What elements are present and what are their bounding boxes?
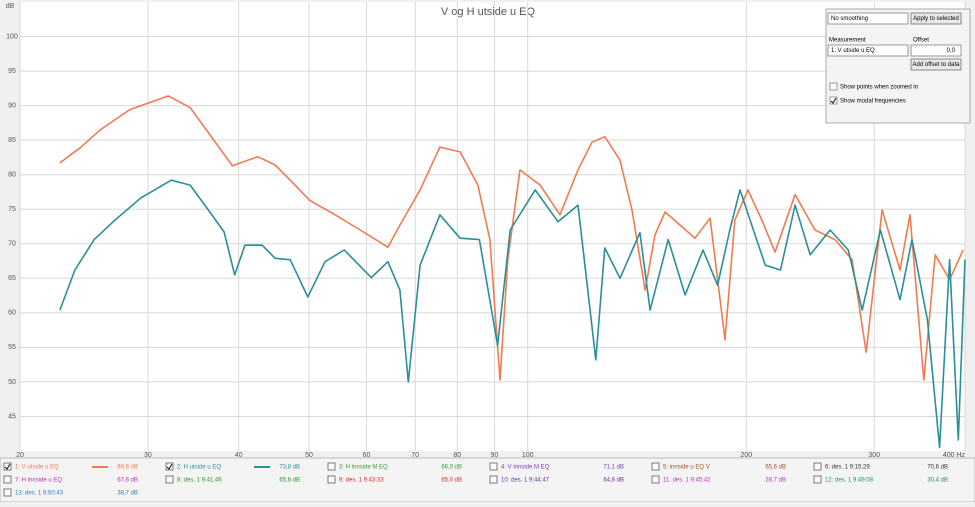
- legend-check: [166, 463, 173, 470]
- legend-readout: 30,4 dB: [927, 478, 948, 484]
- legend-name: 3: H innside M EQ: [339, 465, 388, 471]
- x-tick-label: 200: [741, 452, 753, 459]
- legend-check: [4, 463, 11, 470]
- legend-checkbox[interactable]: [813, 462, 822, 471]
- y-tick-label: 90: [8, 102, 16, 109]
- legend-readout: 65,6 dB: [765, 465, 786, 471]
- y-tick-label: 65: [8, 275, 16, 282]
- checkbox-check: [830, 97, 837, 104]
- legend-panel: [0, 457, 975, 503]
- x-tick-label: 100: [522, 452, 534, 459]
- show-points-checkbox[interactable]: [829, 82, 838, 91]
- grid: 45 50 55 60 65 70 75 80 85 90 95 100 20 30 40 50 60 70 80 9…: [6, 2, 966, 459]
- legend-readout: 70,6 dB: [927, 465, 948, 471]
- y-tick-label: 50: [8, 379, 16, 386]
- legend-name: 6: des. 1 9:15:29: [825, 465, 870, 471]
- legend-name: 13: des. 1 9:50:43: [15, 491, 64, 497]
- show-modal-label: Show modal frequencies: [840, 99, 906, 105]
- x-tick-label: 80: [453, 452, 461, 459]
- measurement-text: 1: V utside u EQ: [831, 48, 875, 54]
- legend-checkbox[interactable]: [327, 475, 336, 484]
- lines: [59, 95, 966, 449]
- legend-readout: 71,1 dB: [603, 465, 624, 471]
- y-tick-label: 75: [8, 206, 16, 213]
- legend-checkbox[interactable]: [3, 475, 12, 484]
- y-tick-label: 100: [6, 33, 18, 40]
- legend-name: 8: des. 1 9:41:46: [177, 478, 222, 484]
- x-tick-label: 20: [16, 452, 24, 459]
- y-tick-label: 45: [8, 413, 16, 420]
- add-offset-button[interactable]: [910, 58, 962, 71]
- plot-area: [20, 2, 965, 451]
- offset-input[interactable]: [910, 44, 962, 57]
- legend-name: 11: des. 1 9:45:42: [663, 478, 711, 484]
- series-line: [59, 179, 966, 449]
- legend-readout: 64,8 dB: [603, 478, 624, 484]
- legend-readout: 67,6 dB: [117, 478, 138, 484]
- apply-text: Apply to selected: [913, 16, 959, 22]
- legend-readout: 28,7 dB: [765, 478, 786, 484]
- legend-readout: 69,6 dB: [117, 465, 138, 471]
- x-tick-label: 70: [411, 452, 419, 459]
- x-tick-label: 50: [305, 452, 313, 459]
- smoothing-text: No smoothing: [831, 16, 868, 22]
- legend-name: 4: V innside M EQ: [501, 465, 550, 471]
- show-modal-checkbox[interactable]: [829, 96, 838, 105]
- y-tick-label: 85: [8, 137, 16, 144]
- measurement-select[interactable]: [827, 44, 909, 57]
- legend-checkbox[interactable]: [3, 462, 12, 471]
- x-tick-label: 30: [144, 452, 152, 459]
- legend-name: 10: des. 1 9:44:47: [501, 478, 550, 484]
- legend-checkbox[interactable]: [651, 475, 660, 484]
- x-tick-label: 300: [868, 452, 880, 459]
- legend-checkbox[interactable]: [489, 475, 498, 484]
- control-panel: No smoothing Apply to selected Measureme…: [825, 8, 971, 124]
- offset-label: Offset: [913, 38, 929, 44]
- legend-checkbox[interactable]: [651, 462, 660, 471]
- apply-button[interactable]: [910, 12, 962, 25]
- series-line: [59, 95, 964, 381]
- legend-name: 12: des. 1 9:49:08: [825, 478, 874, 484]
- legend-readout: 73,8 dB: [279, 465, 300, 471]
- y-tick-label: 70: [8, 241, 16, 248]
- legend-checkbox[interactable]: [489, 462, 498, 471]
- chart-title: V og H utside u EQ: [441, 6, 536, 18]
- x-tick-label: 90: [491, 452, 499, 459]
- x-tick-label: 400 Hz: [943, 452, 966, 459]
- x-tick-label: 40: [235, 452, 243, 459]
- legend-name: 7: H innside u EQ: [15, 478, 62, 484]
- add-offset-text: Add offset to data: [913, 62, 961, 68]
- y-tick-label: 80: [8, 172, 16, 179]
- legend-name: 2: H utside u EQ: [177, 465, 221, 471]
- measurement-label: Measurement: [829, 38, 866, 44]
- y-axis-label: dB: [6, 3, 15, 10]
- x-tick-label: 60: [363, 452, 371, 459]
- smoothing-select[interactable]: [827, 12, 909, 25]
- legend-readout: 66,0 dB: [441, 465, 462, 471]
- legend-checkbox[interactable]: [165, 475, 174, 484]
- legend-readout: 38,7 dB: [117, 491, 138, 497]
- y-tick-label: 55: [8, 344, 16, 351]
- legend-checkbox[interactable]: [327, 462, 336, 471]
- show-points-label: Show points when zoomed in: [840, 85, 918, 91]
- legend-readout: 65,6 dB: [279, 478, 300, 484]
- legend-checkbox[interactable]: [165, 462, 174, 471]
- legend: 1: V utside u EQ 69,6 dB 2: H utside u EQ 7…: [3, 462, 948, 497]
- y-tick-label: 60: [8, 310, 16, 317]
- legend-checkbox[interactable]: [3, 488, 12, 497]
- offset-text: 0,0: [947, 48, 956, 54]
- legend-name: 9: des. 1 9:43:33: [339, 478, 384, 484]
- y-tick-label: 95: [8, 68, 16, 75]
- legend-name: 1: V utside u EQ: [15, 465, 59, 471]
- legend-name: 5: innside u EQ V: [663, 465, 710, 471]
- legend-checkbox[interactable]: [813, 475, 822, 484]
- legend-readout: 65,0 dB: [441, 478, 462, 484]
